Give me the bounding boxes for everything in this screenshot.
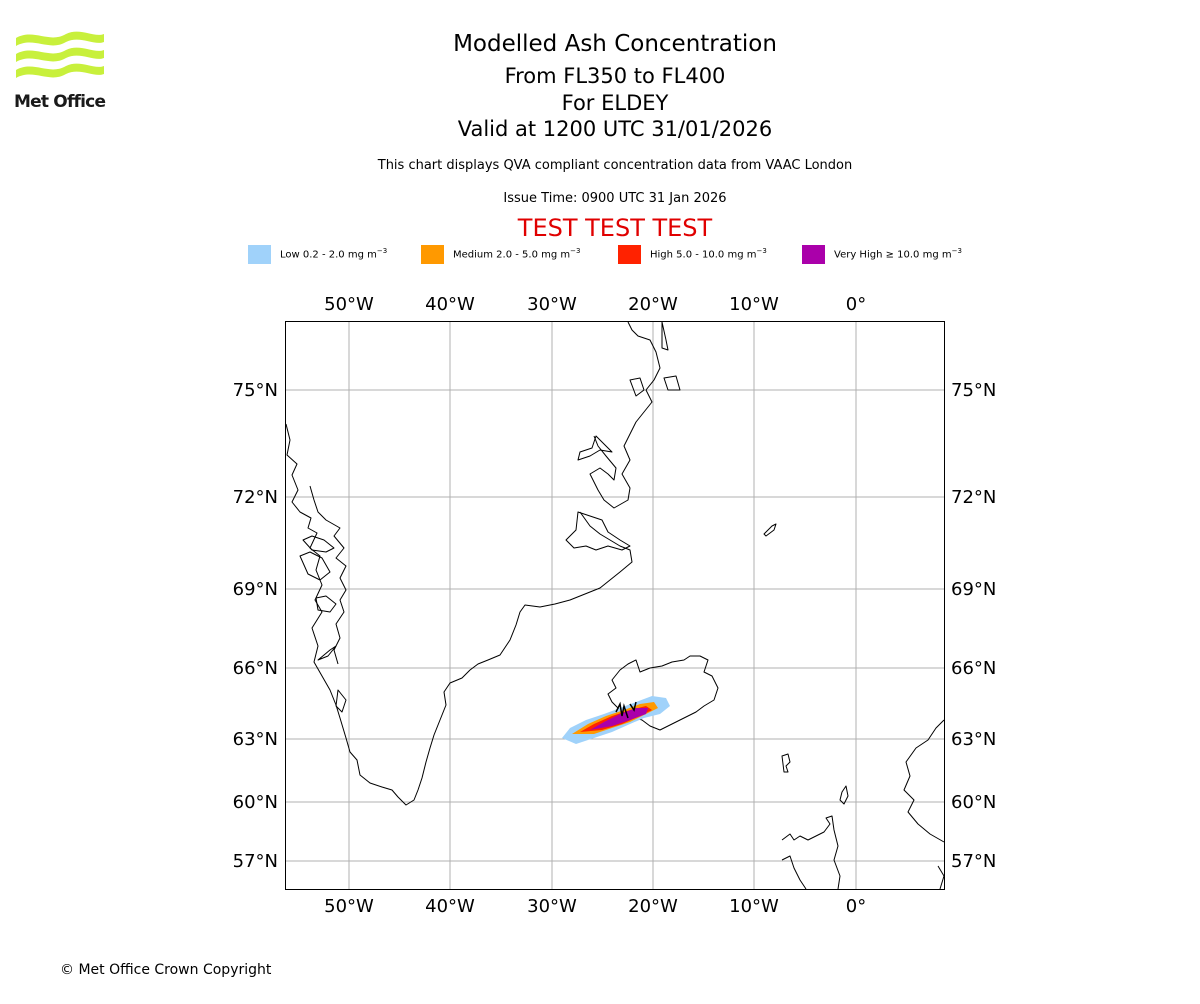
lat-tick-left: 60°N [233, 792, 278, 813]
lon-tick-bottom: 10°W [729, 896, 779, 917]
lat-tick-left: 75°N [233, 380, 278, 401]
test-banner: TEST TEST TEST [517, 214, 713, 242]
volcano-marker-1 [615, 701, 629, 719]
lon-tick-bottom: 20°W [628, 896, 678, 917]
greenland-east-coast [589, 321, 661, 509]
lon-tick-top: 30°W [527, 294, 577, 315]
greenland-inlet-2 [299, 551, 331, 581]
lon-tick-top: 40°W [425, 294, 475, 315]
lon-tick-top: 50°W [324, 294, 374, 315]
lat-tick-left: 57°N [233, 851, 278, 872]
greenland-inlet-1 [302, 535, 335, 553]
lon-tick-bottom: 40°W [425, 896, 475, 917]
lon-tick-bottom: 30°W [527, 896, 577, 917]
legend-medium: Medium 2.0 - 5.0 mg m−3 [421, 244, 580, 264]
map-frame [285, 321, 945, 890]
description: This chart displays QVA compliant concen… [377, 158, 853, 173]
map-grid [286, 322, 944, 889]
lat-tick-right: 63°N [951, 729, 996, 750]
greenland-inlet-3 [315, 595, 337, 613]
legend-high-swatch [618, 244, 641, 264]
copyright: © Met Office Crown Copyright [60, 962, 272, 978]
legend-high: High 5.0 - 10.0 mg m−3 [618, 244, 767, 264]
lat-tick-right: 72°N [951, 487, 996, 508]
lon-ticks-top: 50°W 40°W 30°W 20°W 10°W 0° [324, 294, 866, 315]
legend-high-label: High 5.0 - 10.0 mg m−3 [650, 247, 767, 261]
legend-medium-label: Medium 2.0 - 5.0 mg m−3 [453, 247, 581, 261]
lat-tick-right: 69°N [951, 579, 996, 600]
greenland-east-inlet-3 [629, 377, 645, 397]
ash-plume [562, 696, 670, 744]
legend-low: Low 0.2 - 2.0 mg m−3 [248, 244, 387, 264]
greenland-east-inlet-5 [663, 375, 681, 391]
lon-tick-top: 20°W [628, 294, 678, 315]
greenland-east-inlet-4 [661, 321, 669, 351]
norway-coast [903, 719, 945, 890]
volcano-markers [615, 701, 637, 719]
greenland-inlet-5 [335, 689, 347, 713]
lat-ticks-left: 75°N 72°N 69°N 66°N 63°N 60°N 57°N [233, 380, 278, 872]
lat-tick-left: 72°N [233, 487, 278, 508]
legend-very-high-label: Very High ≥ 10.0 mg m−3 [834, 247, 962, 261]
greenland-west-coast-2 [309, 485, 347, 665]
legend-very-high-swatch [802, 244, 825, 264]
flight-levels: From FL350 to FL400 [504, 64, 726, 88]
volcano-marker-2 [629, 701, 637, 712]
lat-tick-right: 57°N [951, 851, 996, 872]
coastlines [285, 321, 945, 890]
issue-time: Issue Time: 0900 UTC 31 Jan 2026 [503, 191, 727, 206]
logo-text: Met Office [14, 92, 106, 112]
chart-title: Modelled Ash Concentration [453, 31, 777, 57]
lon-tick-top: 10°W [729, 294, 779, 315]
jan-mayen [763, 523, 777, 537]
legend-medium-swatch [421, 244, 444, 264]
greenland-inlet-4 [317, 645, 337, 661]
legend-very-high: Very High ≥ 10.0 mg m−3 [802, 244, 962, 264]
greenland-east-inlet-1 [577, 435, 613, 461]
lat-tick-left: 66°N [233, 658, 278, 679]
met-office-waves-icon [16, 31, 104, 78]
lon-tick-bottom: 50°W [324, 896, 374, 917]
legend-low-swatch [248, 244, 271, 264]
lon-tick-top: 0° [846, 294, 866, 315]
lat-tick-right: 66°N [951, 658, 996, 679]
faroe-islands [781, 753, 791, 773]
met-office-logo: Met Office [14, 30, 110, 112]
lon-tick-bottom: 0° [846, 896, 866, 917]
scotland-coast [781, 815, 841, 890]
lat-tick-left: 63°N [233, 729, 278, 750]
shetland [839, 785, 849, 805]
lat-ticks-right: 75°N 72°N 69°N 66°N 63°N 60°N 57°N [951, 380, 996, 872]
lat-tick-left: 69°N [233, 579, 278, 600]
for-line: For ELDEY [561, 91, 669, 115]
greenland-east-inlet-2 [565, 511, 631, 551]
lat-tick-right: 75°N [951, 380, 996, 401]
greenland-west-coast [285, 423, 633, 806]
lat-tick-right: 60°N [951, 792, 996, 813]
valid-time: Valid at 1200 UTC 31/01/2026 [457, 117, 773, 141]
ash-very-high [590, 708, 648, 730]
legend-low-label: Low 0.2 - 2.0 mg m−3 [280, 247, 388, 261]
lon-ticks-bottom: 50°W 40°W 30°W 20°W 10°W 0° [324, 896, 866, 917]
